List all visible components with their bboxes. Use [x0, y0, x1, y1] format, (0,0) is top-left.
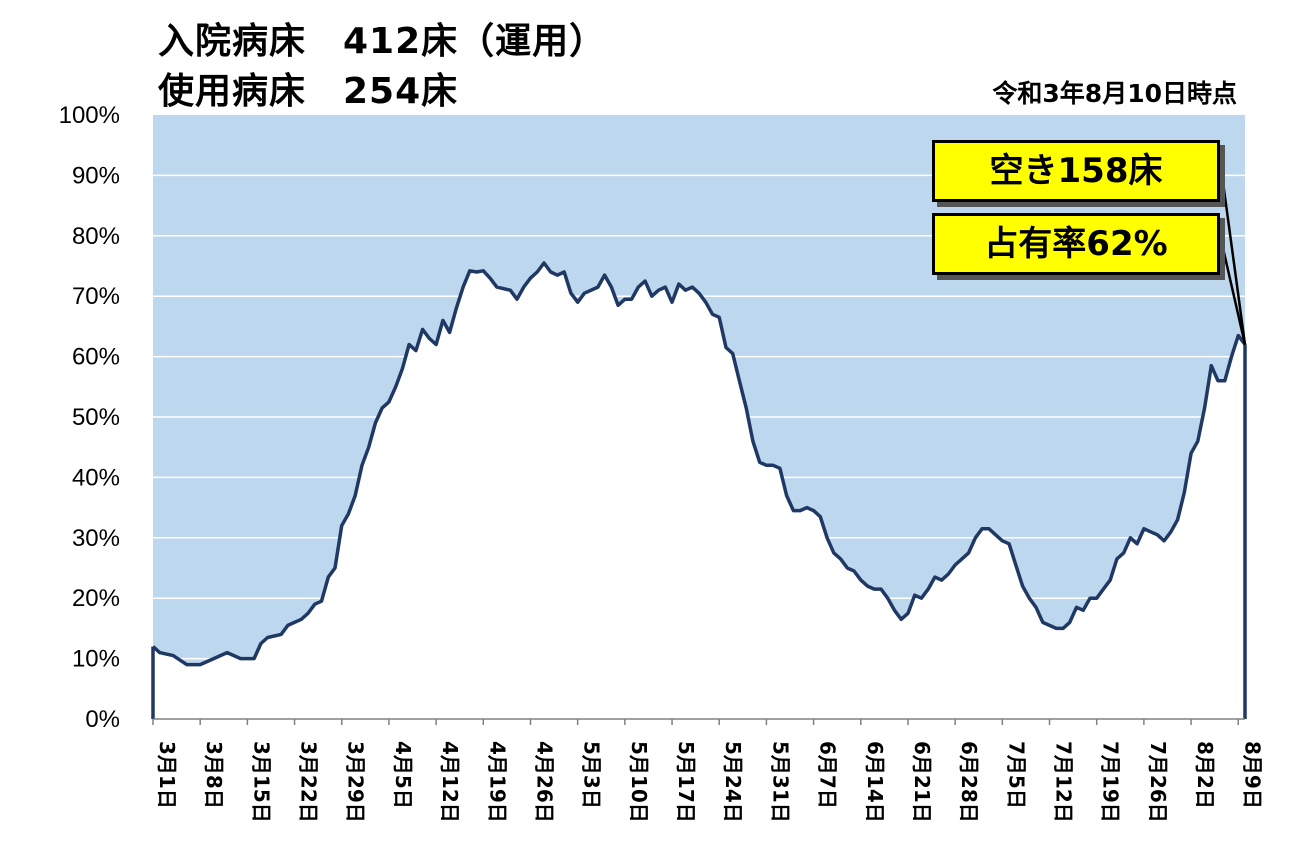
- x-tick-label: 5月10日: [627, 741, 651, 823]
- as-of-date: 令和3年8月10日時点: [992, 79, 1237, 108]
- occupancy-line: [151, 261, 1247, 667]
- y-axis-ticks: 0% 10% 20% 30% 40% 50% 60% 70% 80% 90% 100%: [59, 102, 120, 733]
- x-tick-label: 7月12日: [1052, 741, 1076, 823]
- x-tick-label: 8月2日: [1193, 741, 1217, 809]
- y-tick-label: 80%: [72, 223, 120, 250]
- x-tick-label: 3月22日: [297, 741, 321, 823]
- callout-pointers: [1218, 159, 1247, 345]
- title-admission-beds: 入院病床 412床（運用）: [158, 21, 607, 62]
- y-tick-label: 10%: [72, 646, 120, 673]
- x-tick-label: 6月14日: [863, 741, 887, 823]
- x-tick-label: 3月15日: [249, 741, 273, 823]
- x-tick-label: 7月26日: [1146, 741, 1170, 823]
- x-tick-label: 6月28日: [957, 741, 981, 823]
- y-tick-label: 40%: [72, 464, 120, 491]
- x-tick-label: 5月17日: [674, 741, 698, 823]
- occupancy-area: [153, 263, 1245, 719]
- x-axis-ticks: 3月1日 3月8日 3月15日 3月22日 3月29日 4月5日 4月12日 4月19日 4月2…: [152, 719, 1264, 823]
- y-tick-label: 50%: [72, 404, 120, 431]
- y-tick-label: 60%: [72, 344, 120, 371]
- y-tick-label: 30%: [72, 525, 120, 552]
- x-tick-label: 4月12日: [438, 741, 462, 823]
- vacant-beds-callout: 空き158床: [932, 140, 1220, 202]
- x-tick-label: 8月9日: [1240, 741, 1264, 809]
- x-tick-label: 5月3日: [580, 741, 604, 809]
- x-tick-label: 3月29日: [344, 741, 368, 823]
- x-tick-label: 6月7日: [816, 741, 840, 809]
- x-tick-label: 5月24日: [721, 741, 745, 823]
- x-tick-label: 4月26日: [532, 741, 556, 823]
- x-tick-label: 7月19日: [1099, 741, 1123, 823]
- x-tick-label: 4月19日: [485, 741, 509, 823]
- callout-pointer-line: [1218, 234, 1247, 345]
- y-tick-label: 20%: [72, 585, 120, 612]
- y-tick-label: 90%: [72, 162, 120, 189]
- y-tick-label: 0%: [85, 706, 120, 733]
- x-tick-label: 4月5日: [391, 741, 415, 809]
- y-tick-label: 100%: [59, 102, 120, 129]
- title-used-beds: 使用病床 254床: [158, 71, 459, 112]
- x-tick-label: 3月8日: [202, 741, 226, 809]
- occupancy-rate-callout: 占有率62%: [932, 213, 1220, 275]
- callout-pointer-line: [1218, 159, 1247, 345]
- x-tick-label: 7月5日: [1004, 741, 1028, 809]
- x-tick-label: 3月1日: [155, 741, 179, 809]
- x-tick-label: 6月21日: [910, 741, 934, 823]
- y-tick-label: 70%: [72, 283, 120, 310]
- x-tick-label: 5月31日: [768, 741, 792, 823]
